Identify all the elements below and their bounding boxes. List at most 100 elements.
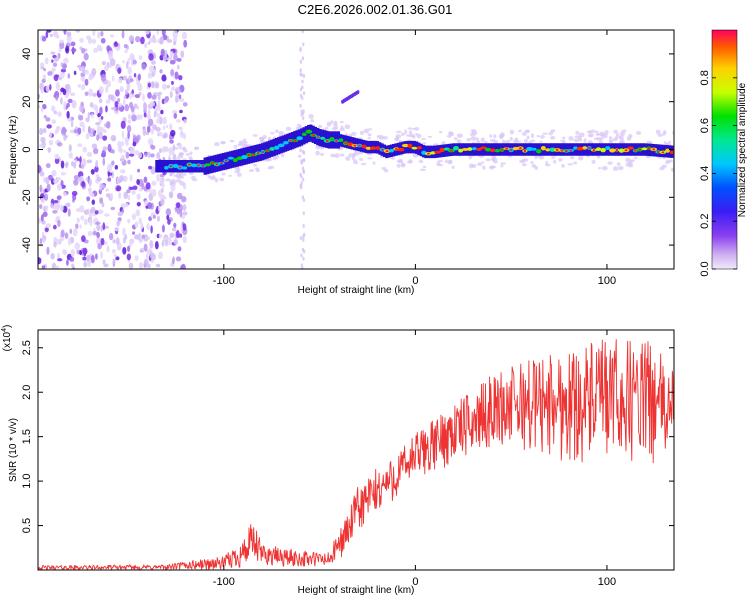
noise-speck [160, 109, 164, 115]
noise-speck [161, 30, 166, 37]
noise-speck [38, 164, 42, 174]
ridge-peak [316, 136, 320, 139]
noise-speck [51, 169, 57, 177]
halo-speck [542, 132, 549, 135]
noise-speck [41, 35, 47, 42]
noise-speck [168, 147, 174, 155]
noise-speck [169, 59, 176, 65]
ridge-blob [439, 147, 445, 153]
colorbar-label: Normalized spectral amplitude [737, 82, 748, 217]
halo-speck [351, 131, 357, 136]
noise-speck [156, 152, 161, 160]
halo-speck [558, 157, 563, 162]
streak-speck [299, 148, 302, 153]
noise-speck [107, 143, 112, 152]
noise-speck [176, 57, 182, 62]
noise-speck [182, 235, 187, 244]
noise-speck [112, 248, 116, 254]
streak-speck [302, 237, 305, 242]
halo-speck [550, 135, 556, 140]
noise-speck [64, 83, 71, 90]
halo-speck [476, 162, 483, 166]
halo-speck [258, 136, 264, 140]
noise-speck [67, 208, 71, 217]
halo-speck [670, 167, 674, 172]
noise-speck [123, 149, 127, 153]
noise-speck [63, 104, 66, 111]
noise-speck [73, 174, 80, 181]
noise-speck [157, 91, 163, 96]
noise-speck [94, 210, 99, 215]
noise-speck [74, 242, 80, 251]
halo-speck [551, 156, 556, 159]
noise-speck [183, 39, 188, 48]
noise-speck [103, 263, 109, 268]
halo-speck [270, 131, 275, 135]
ridge-blob [627, 146, 634, 150]
noise-speck [98, 98, 103, 104]
colorbar-tick-label: 0.4 [699, 166, 711, 181]
halo-speck [523, 138, 528, 144]
noise-speck [125, 203, 129, 208]
ridge-peak [500, 148, 504, 151]
halo-speck [228, 174, 232, 177]
noise-speck [47, 71, 53, 76]
noise-speck [49, 131, 53, 138]
colorbar-tick-label: 0.6 [699, 118, 711, 133]
ridge-blob [329, 136, 335, 142]
noise-speck [92, 92, 98, 97]
noise-speck [108, 172, 113, 176]
noise-speck [161, 74, 167, 82]
noise-speck [147, 82, 151, 88]
noise-speck [62, 192, 67, 197]
ridge-blob [274, 145, 280, 150]
noise-speck [121, 130, 125, 139]
noise-speck [161, 239, 165, 247]
noise-speck [115, 237, 120, 246]
noise-speck [84, 239, 89, 244]
halo-speck [530, 133, 535, 139]
noise-speck [151, 94, 157, 100]
halo-speck [395, 130, 402, 134]
noise-speck [160, 187, 164, 194]
noise-speck [113, 41, 119, 47]
noise-speck [87, 187, 92, 193]
noise-speck [82, 66, 86, 75]
halo-speck [353, 152, 360, 156]
halo-speck [490, 166, 497, 169]
spectrogram-x-tick-label: 100 [598, 275, 616, 287]
noise-speck [151, 81, 155, 87]
noise-speck [167, 218, 171, 225]
noise-speck [46, 30, 52, 33]
halo-speck [330, 153, 336, 158]
halo-speck [560, 139, 566, 142]
noise-speck [90, 128, 95, 133]
noise-speck [59, 204, 64, 212]
noise-speck [127, 114, 132, 120]
noise-speck [87, 230, 93, 237]
noise-speck [42, 211, 48, 217]
halo-speck [481, 161, 485, 164]
noise-speck [78, 177, 82, 182]
noise-speck [111, 75, 115, 82]
halo-speck [553, 159, 557, 164]
halo-speck [326, 121, 331, 124]
noise-speck [130, 93, 136, 98]
noise-speck [88, 178, 92, 187]
noise-speck [51, 59, 54, 63]
halo-speck [315, 150, 320, 156]
noise-speck [100, 225, 103, 232]
noise-speck [71, 47, 77, 53]
noise-speck [60, 236, 65, 241]
noise-speck [163, 146, 169, 152]
noise-speck [129, 78, 134, 82]
ridge-peak [344, 142, 348, 145]
noise-speck [53, 57, 59, 62]
halo-speck [320, 152, 325, 156]
ridge-peak [394, 147, 398, 150]
halo-speck [573, 138, 580, 143]
noise-speck [115, 89, 120, 97]
noise-speck [176, 64, 180, 70]
snr-scale-exponent: 4 [1, 328, 8, 332]
noise-speck [112, 259, 116, 265]
